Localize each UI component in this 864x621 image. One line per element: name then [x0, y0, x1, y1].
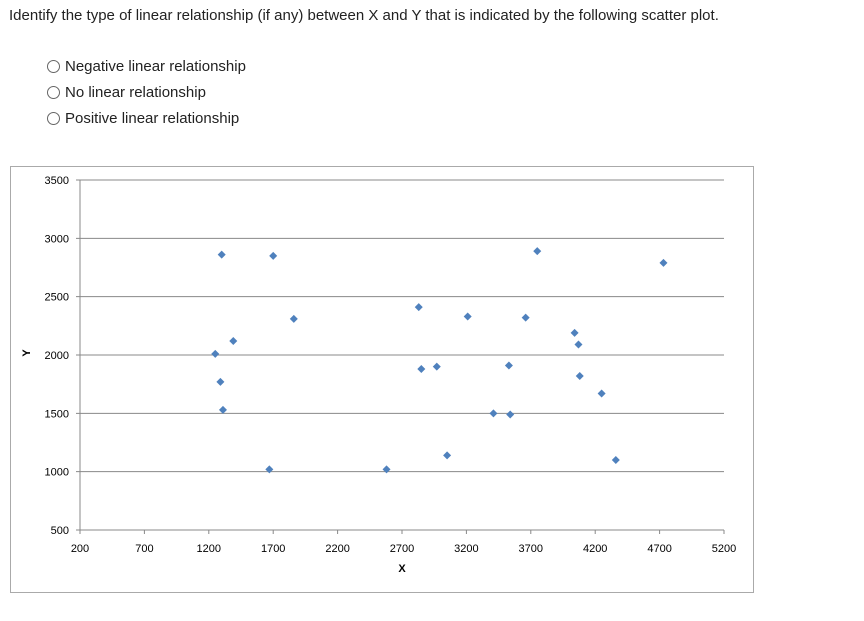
chart-frame	[10, 166, 754, 593]
point	[432, 362, 441, 371]
x-tick-label: 3200	[454, 543, 478, 555]
point	[659, 258, 668, 267]
point	[574, 340, 583, 349]
option-label[interactable]: No linear relationship	[65, 84, 206, 101]
point	[489, 409, 498, 418]
x-tick-label: 2200	[325, 543, 349, 555]
point	[506, 410, 515, 419]
radio-button[interactable]	[47, 86, 60, 99]
point	[382, 465, 391, 474]
x-axis-label: X	[398, 563, 406, 575]
x-tick-label: 3700	[519, 543, 543, 555]
y-tick-label: 1500	[45, 408, 69, 420]
y-tick-label: 3500	[45, 175, 69, 187]
radio-button[interactable]	[47, 60, 60, 73]
point	[597, 389, 606, 398]
point	[269, 251, 278, 260]
x-tick-label: 200	[71, 543, 89, 555]
point	[443, 451, 452, 460]
question: Identify the type of linear relationship…	[9, 7, 719, 24]
point	[611, 456, 620, 464]
x-tick-label: 1200	[197, 543, 221, 555]
y-tick-label: 500	[51, 525, 69, 537]
x-tick-label: 5200	[712, 543, 736, 555]
x-tick-label: 1700	[261, 543, 285, 555]
x-tick-label: 4700	[647, 543, 671, 555]
point	[211, 349, 220, 358]
point	[217, 250, 226, 259]
y-tick-label: 1000	[45, 467, 69, 479]
y-tick-label: 2000	[45, 350, 69, 362]
x-tick-label: 2700	[390, 543, 414, 555]
option-label[interactable]: Positive linear relationship	[65, 110, 240, 127]
point	[218, 405, 227, 414]
point	[575, 372, 584, 380]
radio-button[interactable]	[47, 112, 60, 125]
point	[463, 312, 472, 321]
point	[289, 314, 298, 323]
option[interactable]: No linear relationship	[47, 84, 206, 101]
y-axis-label: Y	[21, 349, 33, 357]
x-tick-label: 700	[135, 543, 153, 555]
option-label[interactable]: Negative linear relationship	[65, 58, 246, 75]
point	[229, 337, 238, 345]
point	[570, 328, 579, 337]
point	[414, 303, 423, 312]
x-tick-label: 4200	[583, 543, 607, 555]
option[interactable]: Negative linear relationship	[47, 58, 246, 75]
y-tick-label: 2500	[45, 292, 69, 304]
y-tick-label: 3000	[45, 233, 69, 245]
point	[417, 365, 426, 373]
point	[504, 361, 513, 370]
point	[521, 313, 530, 322]
point	[533, 247, 542, 256]
point	[265, 465, 274, 474]
point	[216, 377, 225, 386]
option[interactable]: Positive linear relationship	[47, 110, 239, 127]
